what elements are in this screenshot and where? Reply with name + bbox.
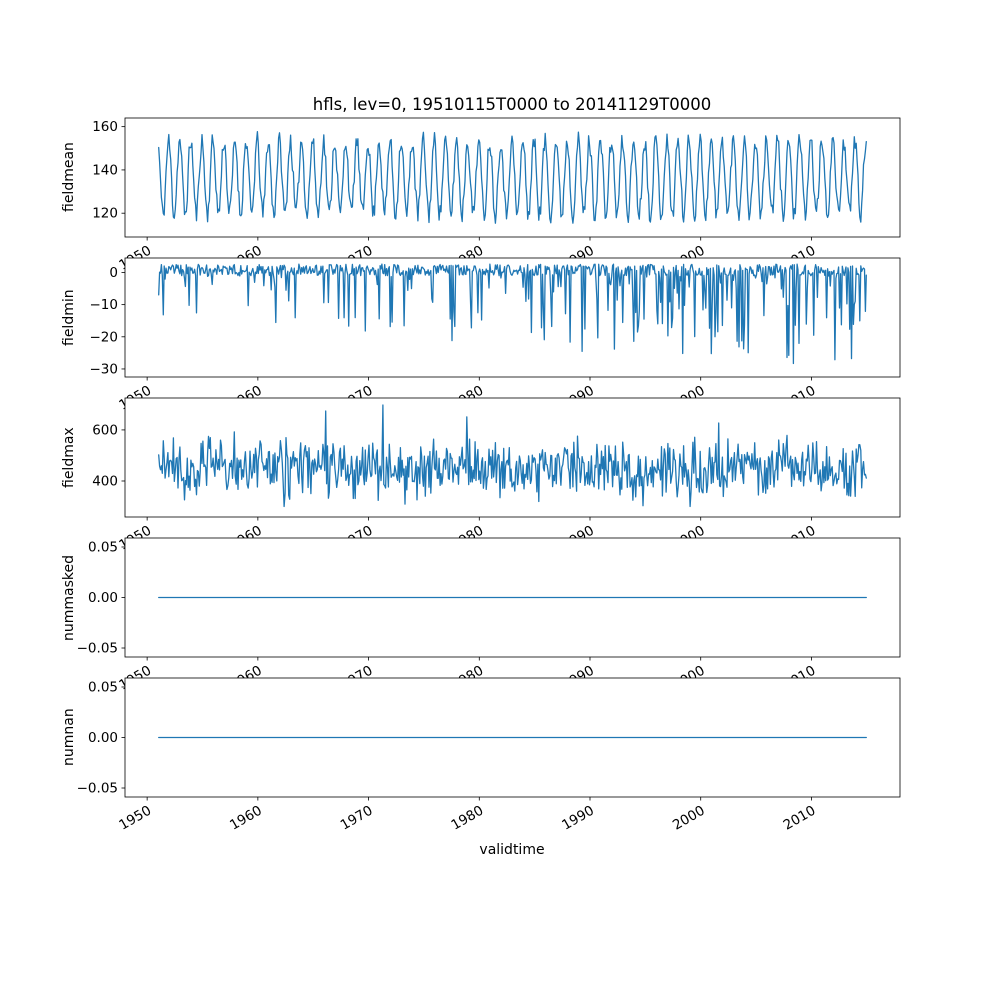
ylabel-nummasked: nummasked [61,554,77,641]
svg-text:140: 140 [92,162,118,178]
ylabel-numnan: numnan [61,708,77,767]
svg-text:−20: −20 [90,329,119,345]
svg-text:0.00: 0.00 [88,590,118,606]
svg-text:0: 0 [109,265,118,281]
svg-text:2000: 2000 [670,803,708,834]
svg-text:1970: 1970 [338,803,376,834]
svg-text:120: 120 [92,206,118,222]
svg-text:400: 400 [92,473,118,489]
subplot-fieldmean: 1201401601950196019701980199020002010 [92,117,901,274]
ylabel-fieldmean: fieldmean [61,142,77,213]
svg-text:0.05: 0.05 [88,539,118,555]
svg-text:2010: 2010 [781,803,819,834]
subplot-numnan: 0.05 0.00 −0.05 1950 1960 1970 1980 1990 2000 201… [77,677,901,834]
ylabel-fieldmax: fieldmax [61,427,77,488]
svg-text:0.00: 0.00 [88,730,118,746]
svg-text:1960: 1960 [227,803,265,834]
svg-text:1980: 1980 [449,803,487,834]
svg-text:160: 160 [92,119,118,135]
subplot-fieldmin: 0−10−20−301950196019701980199020002010 [90,257,901,414]
svg-text:1950: 1950 [116,803,154,834]
subplot-fieldmax: 4006001950196019701980199020002010 [92,397,901,554]
svg-text:−10: −10 [90,297,119,313]
svg-text:0.05: 0.05 [88,679,118,695]
ylabel-fieldmin: fieldmin [61,289,77,346]
svg-text:600: 600 [92,422,118,438]
xlabel-validtime: validtime [479,842,545,858]
svg-text:−30: −30 [90,361,119,377]
svg-text:−0.05: −0.05 [77,781,118,797]
svg-text:−0.05: −0.05 [77,641,118,657]
figure-title: hfls, lev=0, 19510115T0000 to 20141129T0… [312,95,712,114]
subplot-nummasked: 0.050.00−0.05195019601970198019902000201… [77,537,901,694]
svg-text:1990: 1990 [559,803,597,834]
